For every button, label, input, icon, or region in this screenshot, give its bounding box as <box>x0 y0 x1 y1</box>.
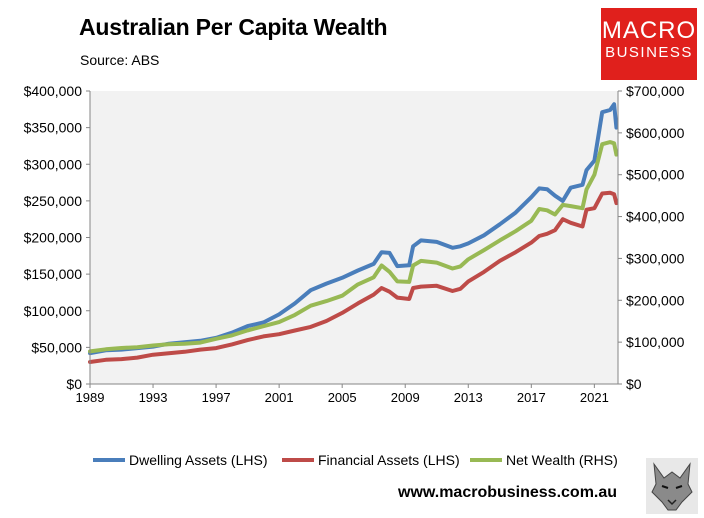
right-tick-label: $0 <box>626 376 642 392</box>
wealth-line-chart: 1989 1993 1997 2001 2005 2009 2013 2017 2021 $0$… <box>24 83 685 468</box>
chart-title: Australian Per Capita Wealth <box>79 14 388 40</box>
legend: Dwelling Assets (LHS) Financial Assets (L… <box>93 452 618 468</box>
chart-source: Source: ABS <box>80 52 160 68</box>
right-tick-label: $300,000 <box>626 250 685 266</box>
wolf-logo-icon <box>646 458 698 514</box>
legend-label: Financial Assets (LHS) <box>318 452 460 468</box>
left-tick-label: $350,000 <box>24 120 83 136</box>
left-tick-label: $0 <box>66 376 82 392</box>
x-tick-label: 2001 <box>265 390 294 405</box>
series-lines <box>88 102 619 364</box>
left-tick-label: $200,000 <box>24 230 83 246</box>
x-tick-label: 2005 <box>328 390 357 405</box>
x-tick-label: 1993 <box>139 390 168 405</box>
logo-line-macro: MACRO <box>601 17 697 44</box>
legend-label: Net Wealth (RHS) <box>506 452 618 468</box>
plot-area <box>90 91 618 384</box>
right-tick-label: $400,000 <box>626 209 685 225</box>
left-tick-label: $300,000 <box>24 156 83 172</box>
series-line-2 <box>88 140 619 354</box>
left-tick-label: $400,000 <box>24 83 83 99</box>
logo-line-business: BUSINESS <box>605 44 693 61</box>
right-tick-label: $500,000 <box>626 167 685 183</box>
x-tick-label: 2009 <box>391 390 420 405</box>
right-tick-label: $200,000 <box>626 292 685 308</box>
right-tick-label: $100,000 <box>626 334 685 350</box>
right-axis-ticks: $0 $100,000 $200,000 $300,000 $400,000 $500,0… <box>618 83 685 392</box>
footer-url[interactable]: www.macrobusiness.com.au <box>398 484 618 501</box>
x-axis-ticks: 1989 1993 1997 2001 2005 2009 2013 2017 2021 <box>76 384 609 405</box>
left-tick-label: $50,000 <box>31 339 82 355</box>
series-line-1 <box>88 190 619 364</box>
left-tick-label: $150,000 <box>24 266 83 282</box>
x-tick-label: 2017 <box>517 390 546 405</box>
legend-label: Dwelling Assets (LHS) <box>129 452 268 468</box>
x-tick-label: 1997 <box>202 390 231 405</box>
right-tick-label: $700,000 <box>626 83 685 99</box>
macrobusiness-logo: MACRO BUSINESS <box>601 8 697 80</box>
x-tick-label: 2021 <box>580 390 609 405</box>
x-tick-label: 2013 <box>454 390 483 405</box>
left-tick-label: $250,000 <box>24 193 83 209</box>
right-tick-label: $600,000 <box>626 125 685 141</box>
left-axis-ticks: $0 $50,000 $100,000 $150,000 $200,000 $250,00… <box>24 83 90 392</box>
left-tick-label: $100,000 <box>24 303 83 319</box>
x-tick-label: 1989 <box>76 390 105 405</box>
